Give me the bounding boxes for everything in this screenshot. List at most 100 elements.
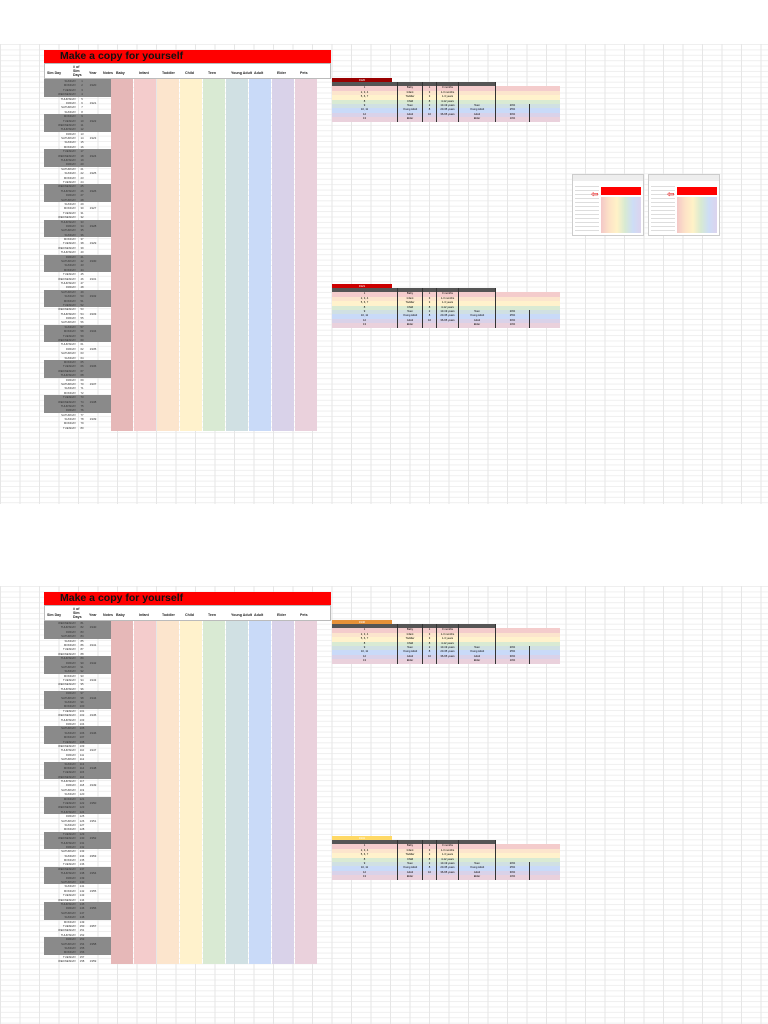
- day-name: SATURDAY: [61, 818, 76, 823]
- day-name: FRIDAY: [65, 316, 76, 321]
- table-cell: [423, 659, 437, 664]
- header-stage: Pets: [300, 71, 308, 75]
- day-number: 139: [79, 875, 85, 880]
- table-cell: [459, 632, 496, 638]
- day-row: FRIDAY 48: [44, 285, 111, 289]
- day-number: 49: [80, 289, 84, 294]
- day-number: 119: [79, 787, 85, 792]
- table-cell: [437, 117, 459, 122]
- day-name: TUESDAY: [62, 333, 76, 338]
- table-cell: [459, 301, 496, 306]
- day-number: 82: [80, 625, 84, 630]
- day-row: WEDNESDAY 81: [44, 621, 111, 626]
- day-number: 9: [81, 114, 83, 119]
- day-row: WEDNESDAY 116: [44, 774, 111, 780]
- table-cell: 10: [423, 112, 437, 118]
- day-name: SUNDAY: [64, 822, 76, 827]
- table-cell: [459, 99, 496, 104]
- table-row: 9 Teen 2 13-19 years Teen 20%: [332, 309, 560, 315]
- day-name: FRIDAY: [65, 875, 76, 880]
- table-cell: 8: [423, 108, 437, 113]
- table-cell: Young Adult: [459, 650, 496, 655]
- day-number: 76: [80, 408, 84, 413]
- day-row: SATURDAY 21: [44, 167, 111, 171]
- day-name: THURSDAY: [60, 686, 76, 691]
- table-cell: 0 months: [437, 844, 459, 849]
- year-label: 1953: [89, 853, 97, 858]
- day-row: WEDNESDAY 137: [44, 866, 111, 872]
- day-number: 91: [80, 664, 84, 669]
- day-number: 142: [79, 888, 85, 893]
- day-number: 61: [80, 342, 84, 347]
- day-number: 79: [80, 421, 84, 426]
- day-number: 11: [80, 122, 84, 127]
- year-label: 1949: [89, 783, 97, 788]
- table-cell: Elder: [459, 875, 496, 880]
- stage-column-band: [295, 79, 317, 431]
- day-number: 12: [80, 127, 84, 132]
- table-cell: 13-19 years: [437, 861, 459, 867]
- table-cell: [459, 641, 496, 646]
- table-cell: 13: [332, 875, 398, 880]
- day-name: TUESDAY: [62, 678, 76, 683]
- day-name: MONDAY: [63, 298, 76, 303]
- stage-column-band: [180, 79, 202, 431]
- year-label: 1923: [89, 136, 97, 141]
- table-row: 9 Teen 2 13-19 years Teen 20%: [332, 103, 560, 109]
- day-name: FRIDAY: [65, 131, 76, 136]
- year-label: 1927: [89, 206, 97, 211]
- day-number: 30: [80, 206, 84, 211]
- table-cell: 8: [423, 99, 437, 104]
- table-cell: [423, 117, 437, 122]
- day-row: SUNDAY 8: [44, 110, 111, 114]
- day-row: SATURDAY 112: [44, 757, 111, 761]
- day-row: FRIDAY 97: [44, 691, 111, 696]
- day-row: FRIDAY 139: [44, 875, 111, 881]
- table-cell: 2: [423, 645, 437, 651]
- table-cell: 1-3 years: [437, 95, 459, 100]
- day-name: THURSDAY: [60, 840, 76, 845]
- day-number: 84: [80, 634, 84, 639]
- day-number: 100: [79, 704, 85, 709]
- day-name: THURSDAY: [60, 932, 76, 937]
- day-number: 89: [80, 656, 84, 661]
- table-cell: 36-65 years: [437, 654, 459, 660]
- day-name: SATURDAY: [61, 259, 76, 264]
- day-name: THURSDAY: [60, 373, 76, 378]
- table-cell: 3: [423, 95, 437, 100]
- day-number: 115: [79, 770, 85, 775]
- day-name: TUESDAY: [62, 149, 76, 154]
- day-row: SUNDAY 120: [44, 792, 111, 796]
- day-row: THURSDAY 103: [44, 718, 111, 722]
- day-row: MONDAY 142 1955: [44, 889, 111, 893]
- header-stage: Adult: [254, 613, 264, 617]
- day-row: THURSDAY 33: [44, 219, 111, 224]
- day-name: SUNDAY: [64, 171, 76, 176]
- table-cell: 36-65 years: [437, 318, 459, 324]
- day-name: FRIDAY: [65, 285, 76, 290]
- day-number: 86: [80, 642, 84, 647]
- day-name: SUNDAY: [64, 730, 76, 735]
- day-number: 97: [80, 691, 84, 696]
- table-cell: 9: [332, 309, 398, 315]
- day-name: FRIDAY: [65, 691, 76, 696]
- day-row: MONDAY 2 1920: [44, 83, 111, 88]
- table-cell: 3: [423, 90, 437, 96]
- day-name: THURSDAY: [60, 717, 76, 722]
- day-row: SATURDAY 84: [44, 634, 111, 639]
- day-row: MONDAY 86 1941: [44, 643, 111, 647]
- day-row: SUNDAY 64: [44, 356, 111, 360]
- day-row: THURSDAY 40: [44, 250, 111, 254]
- day-row: THURSDAY 145: [44, 902, 111, 907]
- day-number: 154: [79, 941, 85, 946]
- table-cell: 13-19 years: [437, 309, 459, 315]
- day-name: WEDNESDAY: [58, 399, 76, 404]
- day-number: 96: [80, 686, 84, 691]
- day-row: WEDNESDAY 32: [44, 215, 111, 219]
- make-copy-banner: Make a copy for yourself: [44, 592, 331, 605]
- day-name: FRIDAY: [65, 223, 76, 228]
- table-cell: 10%: [496, 323, 530, 328]
- day-number: 47: [80, 280, 84, 285]
- day-row: WEDNESDAY 102 1945: [44, 713, 111, 717]
- stage-column-band: [134, 621, 156, 965]
